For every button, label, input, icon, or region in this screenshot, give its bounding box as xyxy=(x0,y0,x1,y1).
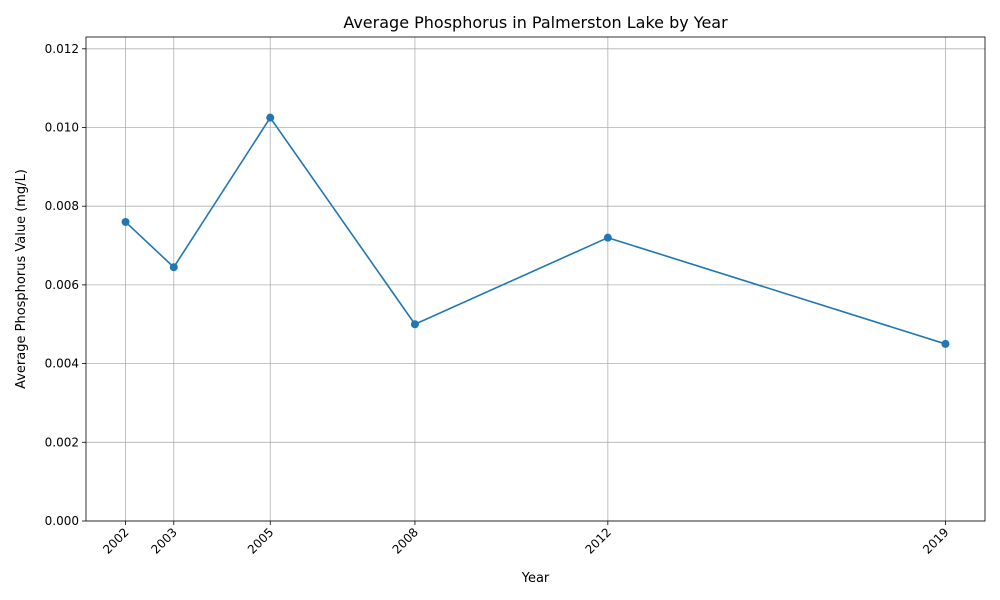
y-tick-label: 0.006 xyxy=(45,278,79,292)
series xyxy=(121,113,950,348)
series-line xyxy=(125,116,946,345)
plot-frame xyxy=(85,36,986,522)
y-tick-label: 0.008 xyxy=(45,199,79,213)
data-point xyxy=(941,339,950,348)
y-tick-label: 0.010 xyxy=(45,121,79,135)
data-point xyxy=(603,233,612,242)
chart-title: Average Phosphorus in Palmerston Lake by… xyxy=(343,13,728,32)
y-tick-label: 0.004 xyxy=(45,357,79,371)
data-point xyxy=(121,217,130,226)
grid xyxy=(86,37,985,522)
y-tick-label: 0.002 xyxy=(45,435,79,449)
data-point xyxy=(266,113,275,122)
y-tick-label: 0.000 xyxy=(45,514,79,528)
y-tick-label: 0.012 xyxy=(45,42,79,56)
data-point xyxy=(410,320,419,329)
data-point xyxy=(169,263,178,272)
x-axis-label: Year xyxy=(521,571,550,586)
y-axis-label: Average Phosphorus Value (mg/L) xyxy=(14,169,29,389)
